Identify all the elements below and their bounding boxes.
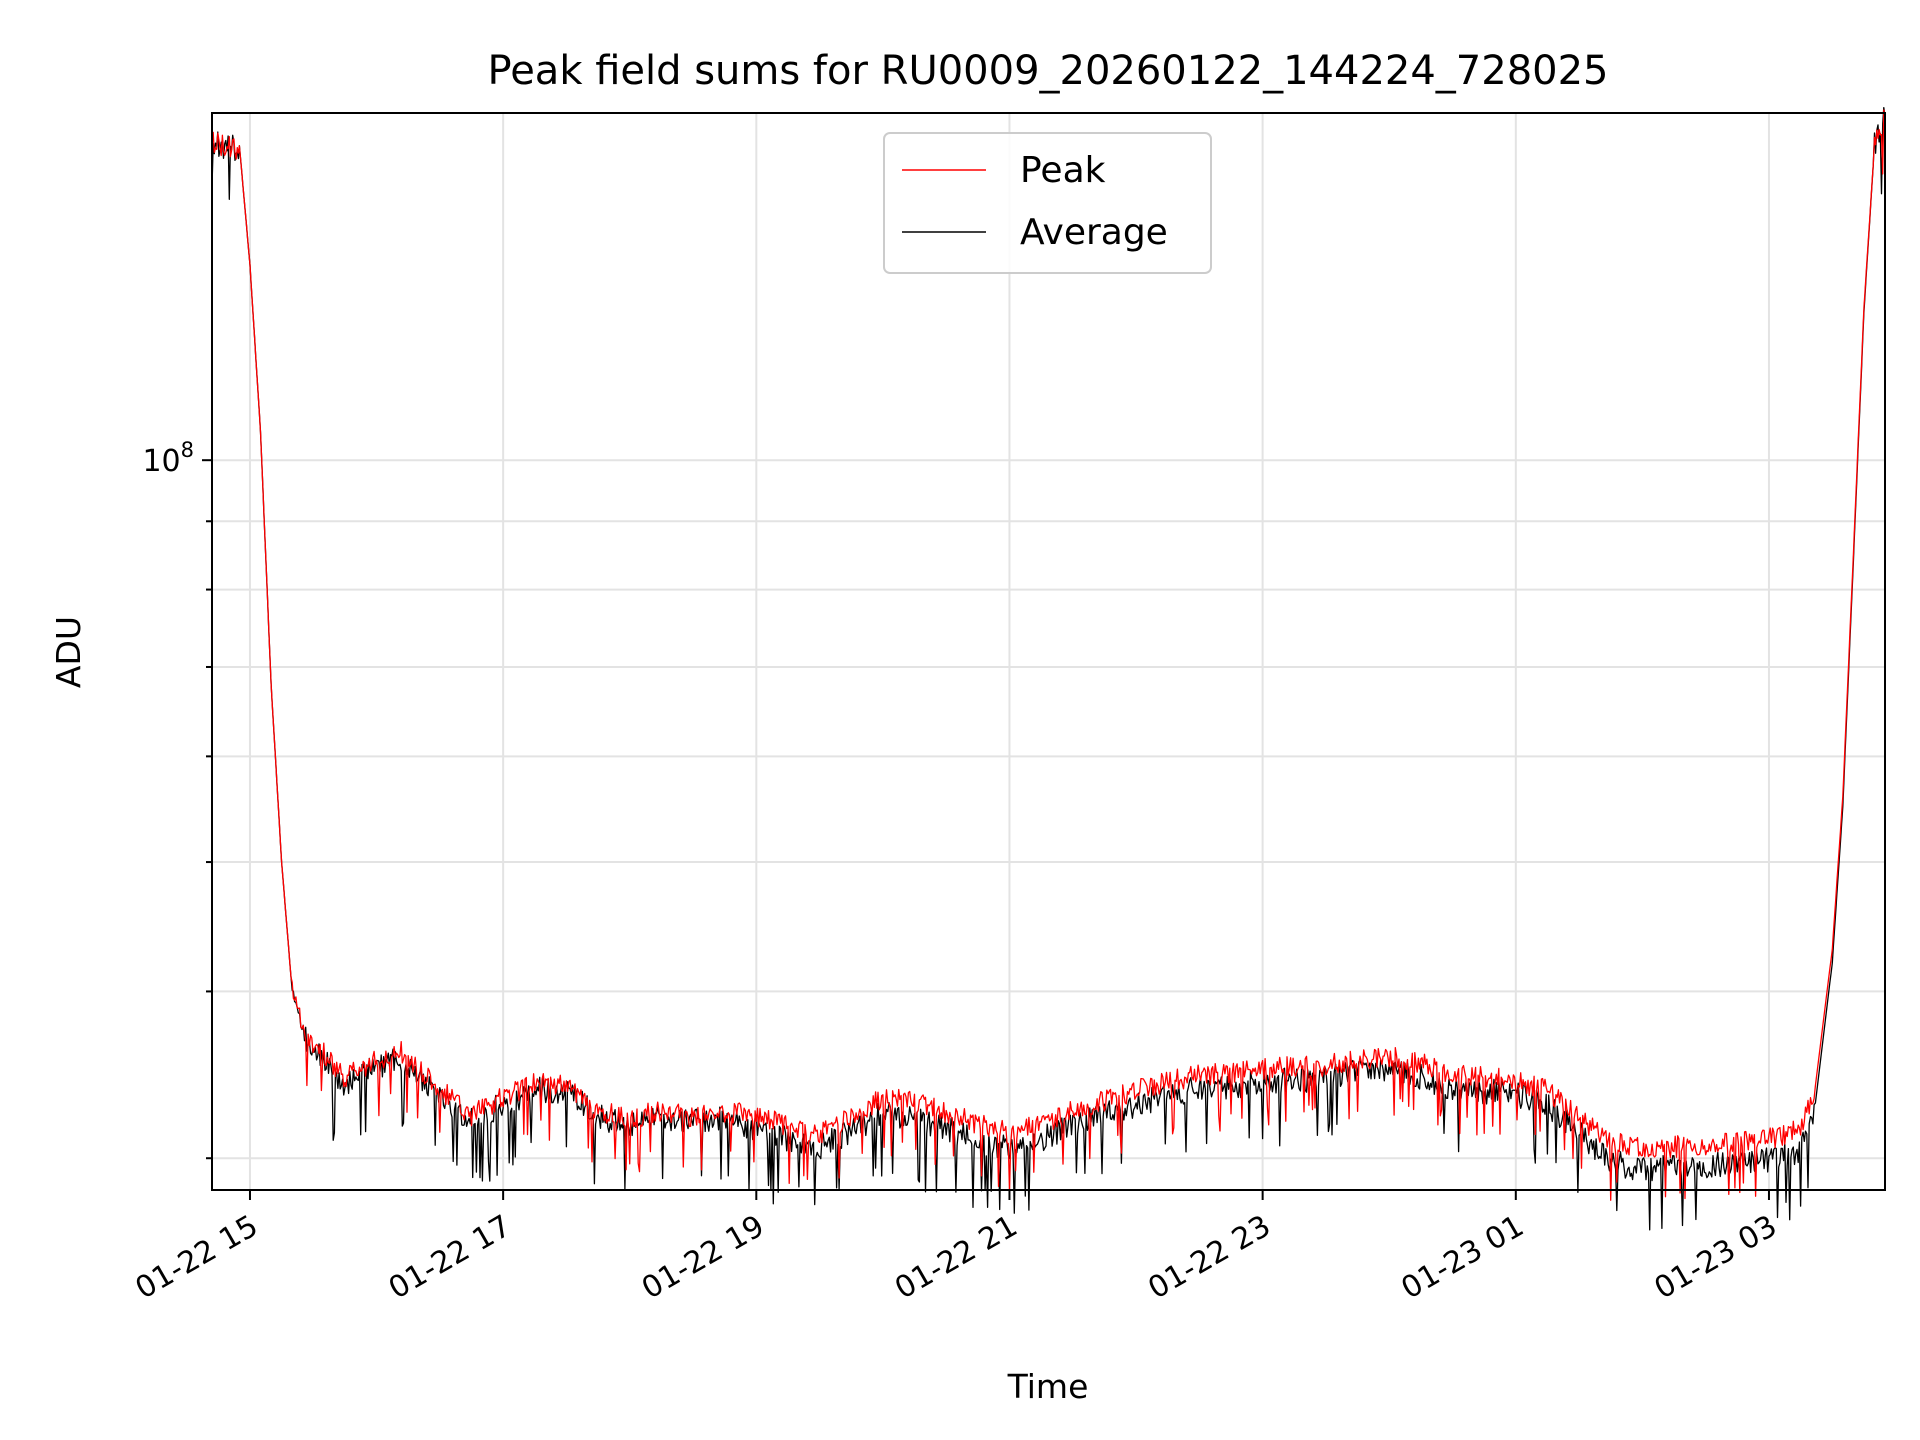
chart-title: Peak field sums for RU0009_20260122_1442… [488, 48, 1609, 94]
series-layer [211, 106, 1886, 1231]
y-axis: 108 [142, 438, 212, 1160]
grid [212, 113, 1885, 1190]
series-line-peak [211, 109, 1886, 1201]
series-line-average [211, 106, 1886, 1231]
legend-label-peak: Peak [1020, 150, 1106, 191]
legend: Peak Average [883, 132, 1212, 274]
plot-frame [211, 112, 1886, 1191]
legend-box [883, 132, 1212, 274]
y-axis-label: ADU [49, 616, 88, 688]
x-axis-label: Time [1007, 1367, 1089, 1406]
y-tick-label: 108 [142, 438, 194, 479]
legend-label-average: Average [1020, 212, 1168, 253]
